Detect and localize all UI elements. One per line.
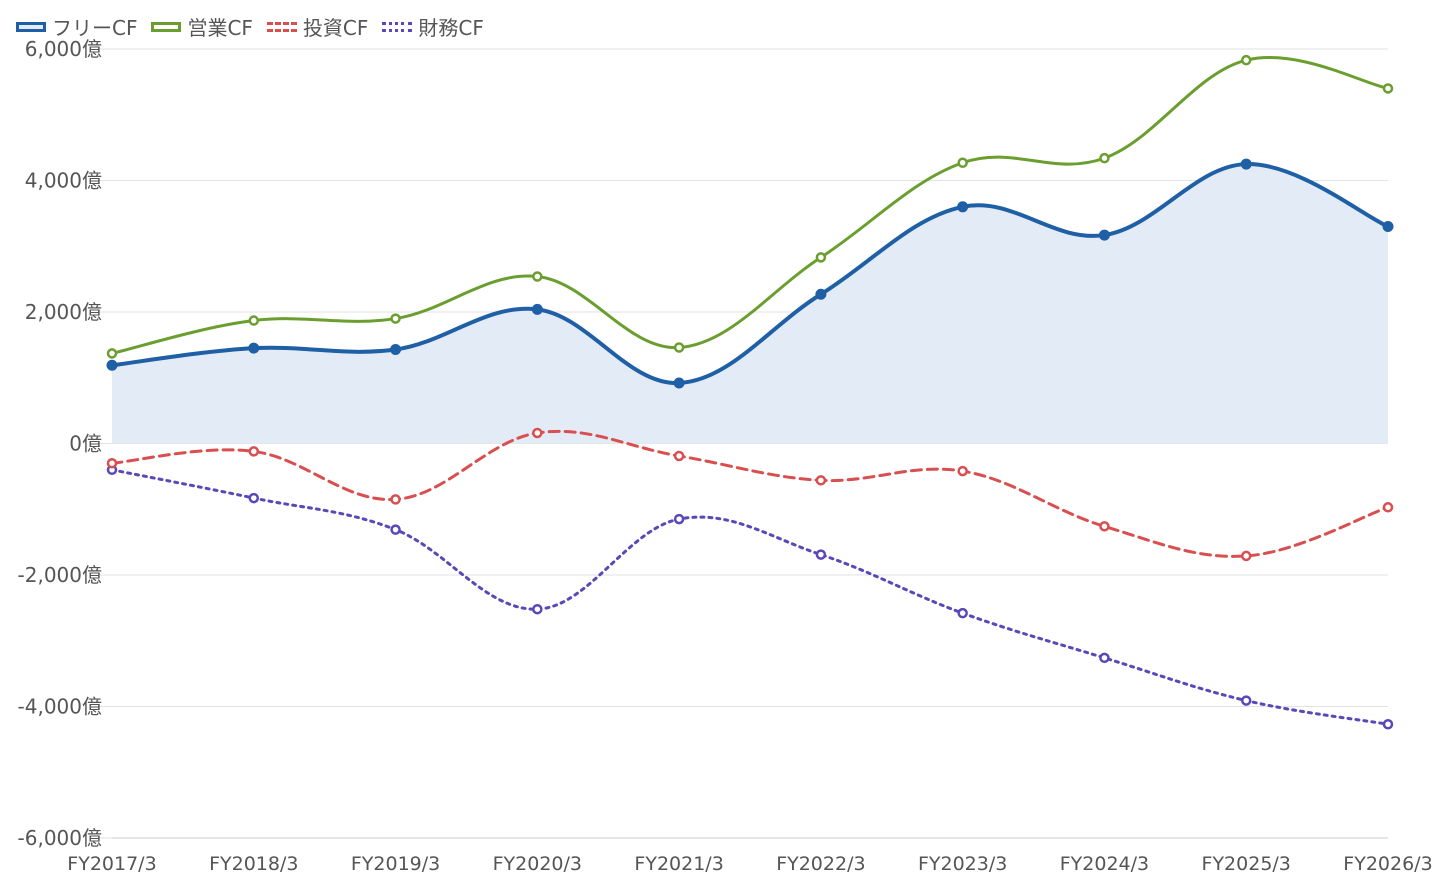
data-point bbox=[1382, 502, 1394, 513]
series-line bbox=[110, 162, 1390, 386]
data-point bbox=[531, 303, 543, 315]
legend-swatch bbox=[382, 21, 413, 32]
data-point bbox=[390, 494, 401, 505]
data-point bbox=[532, 427, 543, 439]
legend-item[interactable]: 営業CF bbox=[151, 12, 253, 41]
data-point bbox=[532, 271, 543, 282]
x-tick-label: FY2025/3 bbox=[1202, 853, 1291, 875]
data-point bbox=[390, 343, 402, 355]
legend-label: 投資CF bbox=[302, 16, 369, 40]
data-point bbox=[1099, 152, 1110, 164]
data-point bbox=[1382, 221, 1394, 233]
data-point bbox=[1240, 550, 1252, 562]
data-point bbox=[1240, 158, 1252, 170]
x-tick-label: FY2026/3 bbox=[1343, 853, 1432, 875]
y-tick-label: -4,000億 bbox=[18, 695, 102, 719]
chart-legend: フリーCF 営業CF 投資CF 財務CF bbox=[16, 12, 484, 41]
x-tick-label: FY2022/3 bbox=[776, 853, 865, 875]
data-point bbox=[106, 457, 118, 469]
series-line bbox=[110, 56, 1390, 355]
x-tick-label: FY2021/3 bbox=[634, 853, 723, 875]
x-tick-label: FY2024/3 bbox=[1060, 853, 1149, 875]
x-tick-label: FY2019/3 bbox=[351, 853, 440, 875]
data-point bbox=[106, 348, 118, 359]
data-point bbox=[1382, 719, 1394, 730]
series-line bbox=[110, 468, 1390, 726]
x-tick-label: FY2023/3 bbox=[918, 853, 1007, 875]
data-point bbox=[390, 313, 401, 324]
data-point bbox=[390, 524, 401, 535]
series-line bbox=[110, 429, 1390, 558]
data-point bbox=[957, 201, 969, 213]
legend-swatch bbox=[151, 21, 182, 32]
y-tick-label: 2,000億 bbox=[25, 300, 102, 324]
data-point bbox=[532, 603, 543, 615]
legend-item[interactable]: 財務CF bbox=[382, 12, 484, 41]
data-point bbox=[248, 492, 260, 504]
data-point bbox=[957, 157, 968, 168]
data-point bbox=[673, 513, 685, 525]
data-point bbox=[1240, 695, 1252, 706]
x-tick-label: FY2020/3 bbox=[493, 853, 582, 875]
data-point bbox=[673, 377, 685, 389]
data-point bbox=[673, 450, 685, 462]
data-point bbox=[673, 342, 685, 353]
data-point bbox=[1099, 652, 1110, 664]
data-point bbox=[106, 359, 118, 371]
legend-swatch bbox=[16, 21, 46, 32]
y-tick-label: 6,000億 bbox=[25, 37, 102, 61]
data-point bbox=[1240, 54, 1252, 66]
legend-item[interactable]: フリーCF bbox=[16, 12, 137, 41]
data-point bbox=[815, 475, 827, 486]
series-area bbox=[112, 164, 1388, 444]
data-point bbox=[957, 607, 968, 619]
legend-swatch bbox=[266, 21, 297, 32]
data-point bbox=[248, 342, 260, 354]
data-point bbox=[815, 288, 827, 300]
data-point bbox=[815, 252, 827, 263]
data-point bbox=[1098, 229, 1110, 241]
y-tick-label: 0億 bbox=[69, 432, 102, 456]
data-point bbox=[248, 446, 260, 457]
legend-item[interactable]: 投資CF bbox=[266, 12, 369, 41]
data-point bbox=[1099, 521, 1110, 532]
data-point bbox=[815, 549, 827, 560]
legend-label: 財務CF bbox=[418, 16, 484, 40]
x-tick-label: FY2017/3 bbox=[67, 853, 156, 875]
y-tick-label: -6,000億 bbox=[18, 826, 102, 850]
x-tick-label: FY2018/3 bbox=[209, 853, 298, 875]
legend-label: 営業CF bbox=[187, 16, 253, 40]
y-tick-label: -2,000億 bbox=[18, 563, 102, 587]
legend-label: フリーCF bbox=[52, 16, 138, 40]
data-point bbox=[1382, 83, 1394, 94]
y-tick-label: 4,000億 bbox=[25, 169, 102, 193]
data-point bbox=[248, 315, 260, 326]
data-point bbox=[957, 465, 968, 477]
